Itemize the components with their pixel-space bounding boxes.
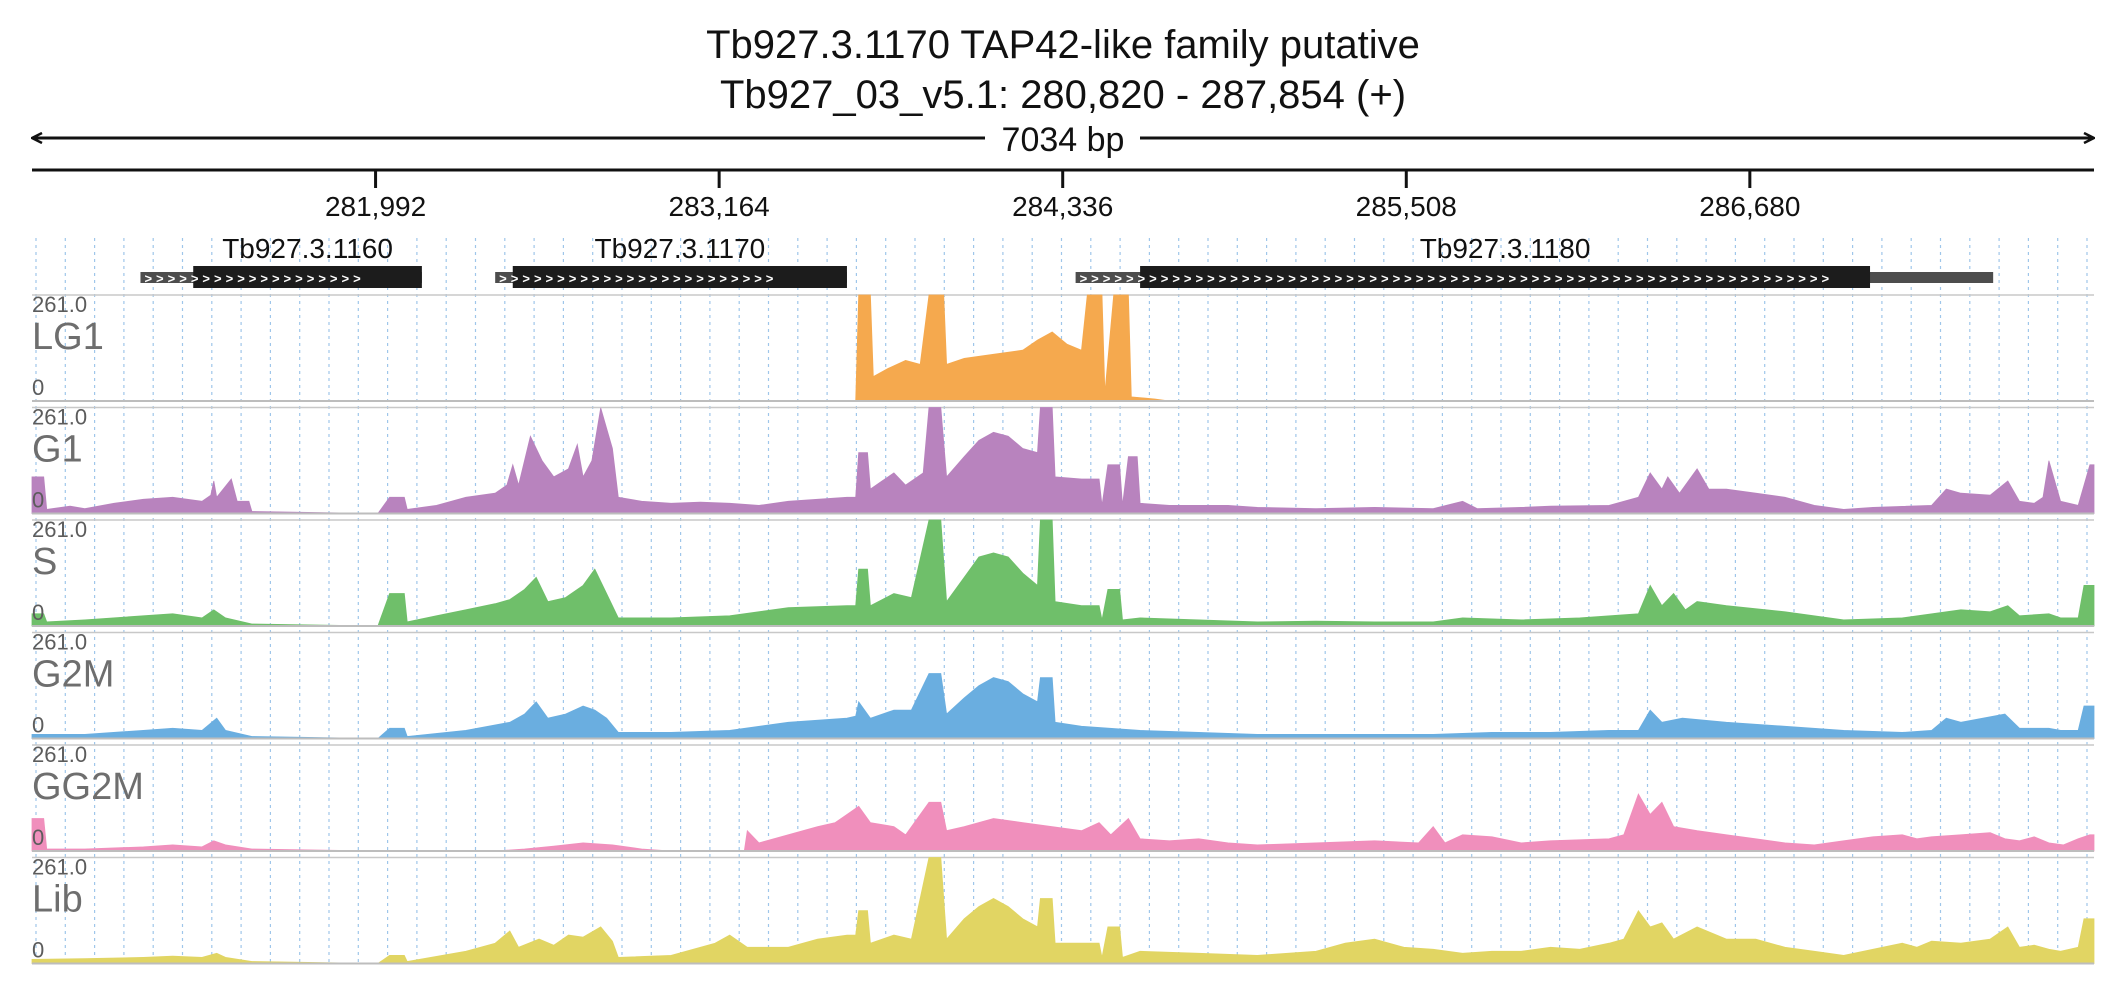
track-name-label: LG1	[32, 316, 104, 358]
track-name-label: G1	[32, 429, 83, 471]
track-max-label: 261.0	[32, 405, 87, 430]
figure-title: Tb927.3.1170 TAP42-like family putative	[706, 23, 1420, 67]
strand-arrows: >>>>>>>>>>>>>>>>>>>>>>>>>>>>>>>>>>>>>>>>…	[1080, 271, 1833, 286]
track-min-label: 0	[32, 825, 44, 850]
axis-tick-label: 284,336	[1012, 191, 1113, 222]
gene-annotation-track: >>>>>>>>>>>>>>>>>>>Tb927.3.1160>>>>>>>>>…	[140, 233, 1994, 288]
track-min-label: 0	[32, 938, 44, 963]
gene-label: Tb927.3.1170	[594, 233, 765, 264]
coverage-track-g2m: 261.0 0 G2M	[31, 630, 2095, 740]
gene-cds	[512, 266, 847, 288]
coverage-tracks: 261.00LG1261.00G1261.00S261.00G2M261.00G…	[31, 292, 2095, 965]
coverage-track-lib: 261.0 0 Lib	[31, 855, 2095, 965]
gene-cds	[1140, 266, 1871, 288]
track-max-label: 261.0	[32, 742, 87, 767]
gene-cds	[193, 266, 422, 288]
coverage-area	[31, 407, 2095, 514]
coverage-area	[855, 294, 1170, 402]
track-name-label: Lib	[32, 879, 83, 921]
coverage-area	[31, 857, 2095, 964]
track-min-label: 0	[32, 375, 44, 400]
track-name-label: S	[32, 541, 57, 583]
axis-tick-label: 285,508	[1356, 191, 1457, 222]
coverage-area	[31, 519, 2095, 627]
strand-arrows: >>>>>>>>>>>>>>>>>>>>>>>>	[499, 271, 777, 286]
track-name-label: GG2M	[32, 766, 144, 808]
track-max-label: 261.0	[32, 630, 87, 655]
axis-tick-label: 286,680	[1699, 191, 1800, 222]
axis-tick-label: 281,992	[325, 191, 426, 222]
strand-arrows: >>>>>>>>>>>>>>>>>>>	[144, 271, 364, 286]
span-length-label: 7034 bp	[1002, 121, 1125, 159]
track-min-label: 0	[32, 488, 44, 513]
span-indicator: 7034 bp	[32, 121, 2094, 159]
track-min-label: 0	[32, 713, 44, 738]
figure-location: Tb927_03_v5.1: 280,820 - 287,854 (+)	[720, 73, 1406, 117]
coverage-track-g1: 261.0 0 G1	[31, 405, 2095, 515]
gene-label: Tb927.3.1180	[1420, 233, 1591, 264]
track-min-label: 0	[32, 600, 44, 625]
gene-model[interactable]: >>>>>>>>>>>>>>>>>>>>>>>>>>>>>>>>>>>>>>>>…	[1075, 233, 1994, 288]
gene-model[interactable]: >>>>>>>>>>>>>>>>>>>>>>>> Tb927.3.1170	[495, 233, 847, 288]
coverage-area	[31, 673, 2095, 739]
coverage-track-lg1: 261.0 0 LG1	[32, 292, 2094, 402]
track-max-label: 261.0	[32, 292, 87, 317]
gene-label: Tb927.3.1160	[222, 233, 393, 264]
axis-tick-label: 283,164	[669, 191, 770, 222]
coordinate-axis: 281,992 283,164 284,336 285,508 286,680	[32, 168, 2094, 222]
coverage-area	[31, 793, 2095, 852]
gene-model[interactable]: >>>>>>>>>>>>>>>>>>> Tb927.3.1160	[140, 233, 422, 288]
track-name-label: G2M	[32, 654, 114, 696]
track-max-label: 261.0	[32, 517, 87, 542]
coverage-track-gg2m: 261.0 0 GG2M	[31, 742, 2095, 852]
coverage-track-s: 261.0 0 S	[31, 517, 2095, 627]
track-max-label: 261.0	[32, 855, 87, 880]
